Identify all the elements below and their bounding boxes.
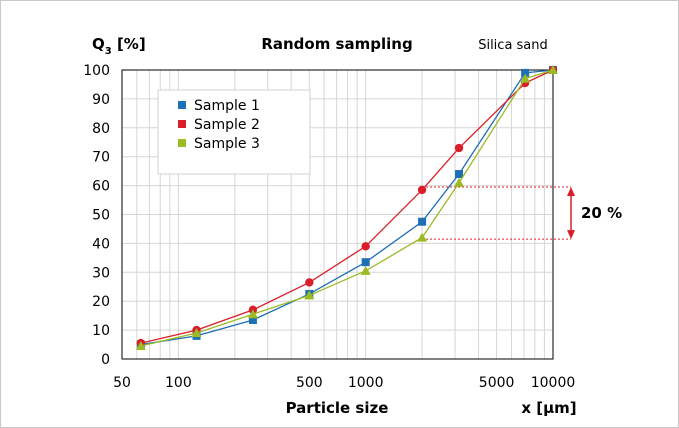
y-tick-label: 100 <box>83 63 110 79</box>
legend-marker-3 <box>178 139 186 147</box>
series-1-point <box>455 170 464 179</box>
x-tick-label: 1000 <box>348 375 384 391</box>
series-1-point <box>521 68 530 77</box>
legend-marker-2 <box>178 120 186 128</box>
x-tick-label: 10000 <box>531 375 576 391</box>
series-3-point <box>548 65 558 74</box>
legend: Sample 1 Sample 2 Sample 3 <box>157 89 311 175</box>
legend-label-3: Sample 3 <box>194 136 260 152</box>
annotation-label: 20 % <box>581 204 622 222</box>
annotation-arrow-head-down <box>567 230 575 240</box>
series-1-point <box>361 258 370 267</box>
legend-label-2: Sample 2 <box>194 117 260 133</box>
series-1-point <box>248 315 257 324</box>
series-3-point <box>304 290 315 300</box>
series-3-point <box>360 265 371 275</box>
y-tick-label: 80 <box>92 121 110 137</box>
x-tick-label: 5000 <box>479 375 515 391</box>
series-3-point <box>417 232 428 242</box>
series-3-point <box>191 327 202 337</box>
x-tick-label: 50 <box>113 375 131 391</box>
series-3-point <box>454 177 465 187</box>
y-tick-label: 70 <box>92 150 110 166</box>
x-axis-label: Particle size <box>286 399 389 417</box>
series-3-point <box>520 73 531 83</box>
y-tick-label: 90 <box>92 92 110 108</box>
chart-subtitle: Silica sand <box>478 38 548 53</box>
series-2-point <box>454 143 464 153</box>
x-axis-unit: x [µm] <box>521 399 576 417</box>
annotation: 20 % <box>422 186 622 240</box>
y-tick-label: 40 <box>92 236 110 252</box>
series-3 <box>135 65 558 350</box>
legend-marker-1 <box>178 101 186 109</box>
series-2-point <box>417 185 427 195</box>
series-3-point <box>135 340 146 350</box>
x-tick-label: 500 <box>296 375 323 391</box>
series <box>135 65 558 350</box>
y-axis-label: Q3 [%] <box>92 35 146 57</box>
axes <box>121 69 554 360</box>
annotation-arrow-head-up <box>567 187 575 197</box>
legend-label-1: Sample 1 <box>194 98 260 114</box>
series-2-point <box>305 278 314 287</box>
y-tick-label: 10 <box>92 323 110 339</box>
series-1-point <box>418 217 427 226</box>
y-tick-label: 50 <box>92 208 110 224</box>
tick-labels: 0 10 20 30 40 50 60 70 80 90 100 50 100 500 1000 5000 10… <box>83 63 575 391</box>
y-tick-label: 60 <box>92 179 110 195</box>
series-3-point <box>247 309 258 319</box>
y-tick-label: 0 <box>101 352 110 368</box>
series-2-point <box>361 242 370 251</box>
chart-title: Random sampling <box>261 35 412 53</box>
y-tick-label: 20 <box>92 294 110 310</box>
x-tick-label: 100 <box>165 375 192 391</box>
plot-area-border <box>121 69 554 360</box>
y-tick-label: 30 <box>92 265 110 281</box>
